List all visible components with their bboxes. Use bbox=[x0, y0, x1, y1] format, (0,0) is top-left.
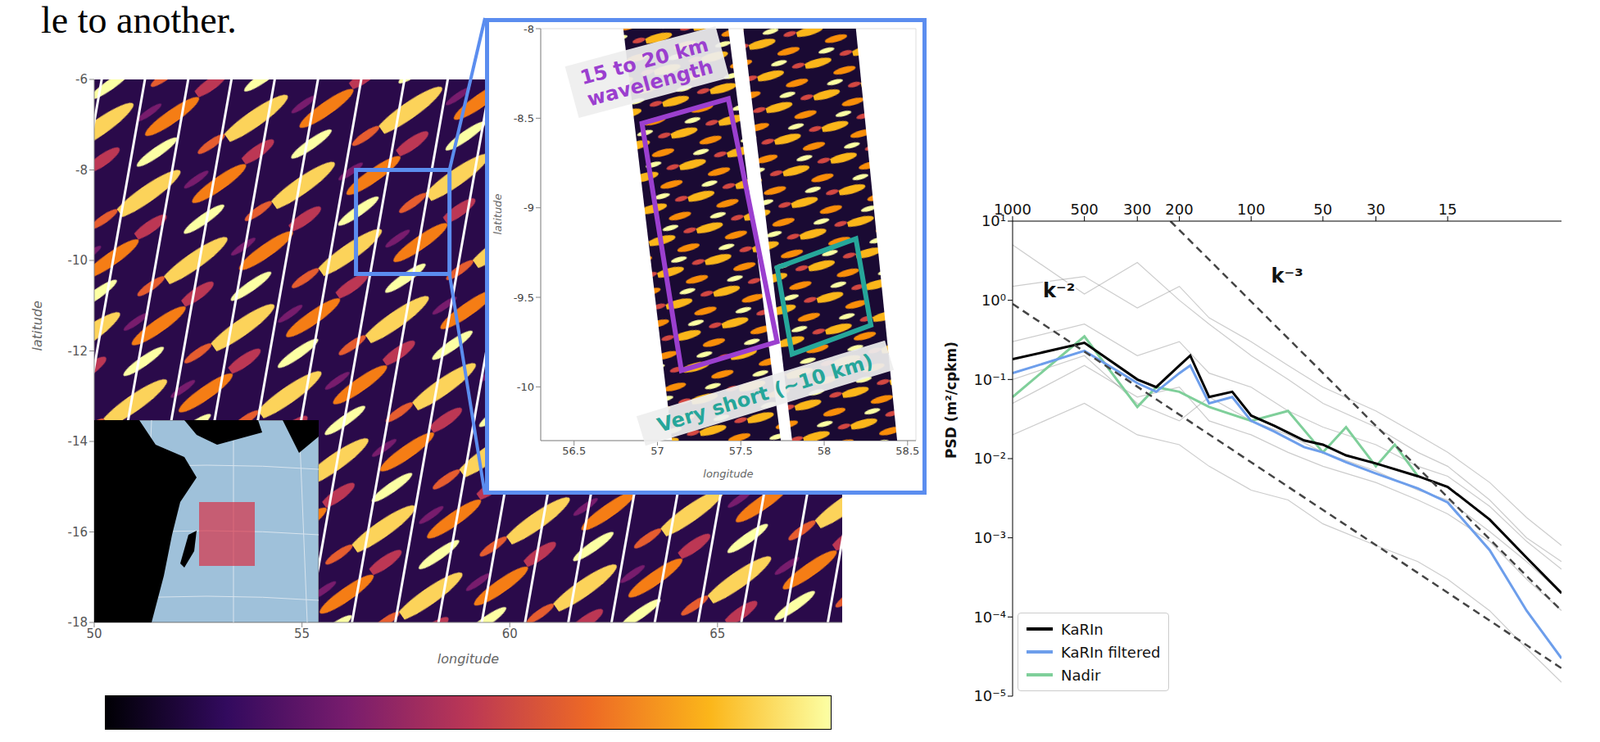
svg-text:Very short (~10 km): Very short (~10 km) bbox=[654, 349, 876, 438]
svg-text:-14: -14 bbox=[67, 434, 89, 449]
svg-text:10⁰: 10⁰ bbox=[981, 291, 1007, 309]
svg-text:-16: -16 bbox=[67, 525, 89, 540]
svg-text:10⁻⁴: 10⁻⁴ bbox=[973, 608, 1007, 626]
svg-text:15: 15 bbox=[1438, 200, 1458, 218]
svg-text:300: 300 bbox=[1123, 200, 1152, 218]
svg-text:60: 60 bbox=[502, 626, 518, 642]
svg-text:500: 500 bbox=[1069, 200, 1098, 218]
svg-text:longitude: longitude bbox=[437, 651, 500, 667]
svg-text:57.5: 57.5 bbox=[729, 444, 753, 458]
html-text:Nadir: Nadir bbox=[1060, 666, 1101, 684]
svg-text:10⁻³: 10⁻³ bbox=[973, 529, 1007, 547]
svg-text:57: 57 bbox=[650, 444, 665, 458]
svg-text:wavelength: wavelength bbox=[584, 55, 717, 112]
svg-text:50: 50 bbox=[1313, 200, 1333, 218]
html-text:KaRIn: KaRIn bbox=[1060, 620, 1104, 638]
svg-text:58.5: 58.5 bbox=[895, 444, 920, 458]
svg-text:30: 30 bbox=[1366, 200, 1386, 218]
svg-text:10⁻⁵: 10⁻⁵ bbox=[973, 687, 1007, 705]
svg-text:-18: -18 bbox=[67, 615, 89, 631]
svg-text:-10: -10 bbox=[516, 380, 535, 394]
svg-text:-6: -6 bbox=[75, 72, 88, 87]
svg-text:10⁻²: 10⁻² bbox=[973, 449, 1007, 467]
svg-text:latitude: latitude bbox=[29, 300, 46, 352]
svg-text:50: 50 bbox=[86, 626, 102, 642]
svg-text:55: 55 bbox=[294, 626, 310, 642]
svg-text:65: 65 bbox=[709, 626, 726, 642]
svg-text:10¹: 10¹ bbox=[981, 212, 1007, 230]
svg-text:-8: -8 bbox=[75, 163, 88, 178]
svg-text:-8: -8 bbox=[523, 22, 535, 36]
svg-text:PSD (m²/cpkm): PSD (m²/cpkm) bbox=[942, 341, 960, 459]
svg-text:k⁻²: k⁻² bbox=[1042, 279, 1075, 303]
svg-text:100: 100 bbox=[1237, 200, 1265, 218]
svg-text:56.5: 56.5 bbox=[562, 444, 586, 458]
svg-text:-9: -9 bbox=[523, 201, 535, 214]
svg-text:-9.5: -9.5 bbox=[513, 291, 535, 304]
svg-text:k⁻³: k⁻³ bbox=[1271, 264, 1304, 288]
svg-text:15 to 20 km: 15 to 20 km bbox=[577, 33, 712, 91]
svg-text:latitude: latitude bbox=[491, 194, 504, 236]
svg-text:-12: -12 bbox=[67, 344, 89, 359]
svg-text:200: 200 bbox=[1164, 200, 1193, 218]
svg-text:58: 58 bbox=[817, 444, 832, 458]
svg-text:-8.5: -8.5 bbox=[513, 112, 535, 125]
svg-text:1000: 1000 bbox=[993, 200, 1032, 218]
svg-text:-10: -10 bbox=[67, 253, 89, 268]
svg-text:10⁻¹: 10⁻¹ bbox=[973, 371, 1007, 389]
svg-text:longitude: longitude bbox=[702, 467, 753, 481]
html-text:le to another.: le to another. bbox=[40, 0, 237, 41]
html-text:KaRIn filtered: KaRIn filtered bbox=[1060, 643, 1161, 661]
